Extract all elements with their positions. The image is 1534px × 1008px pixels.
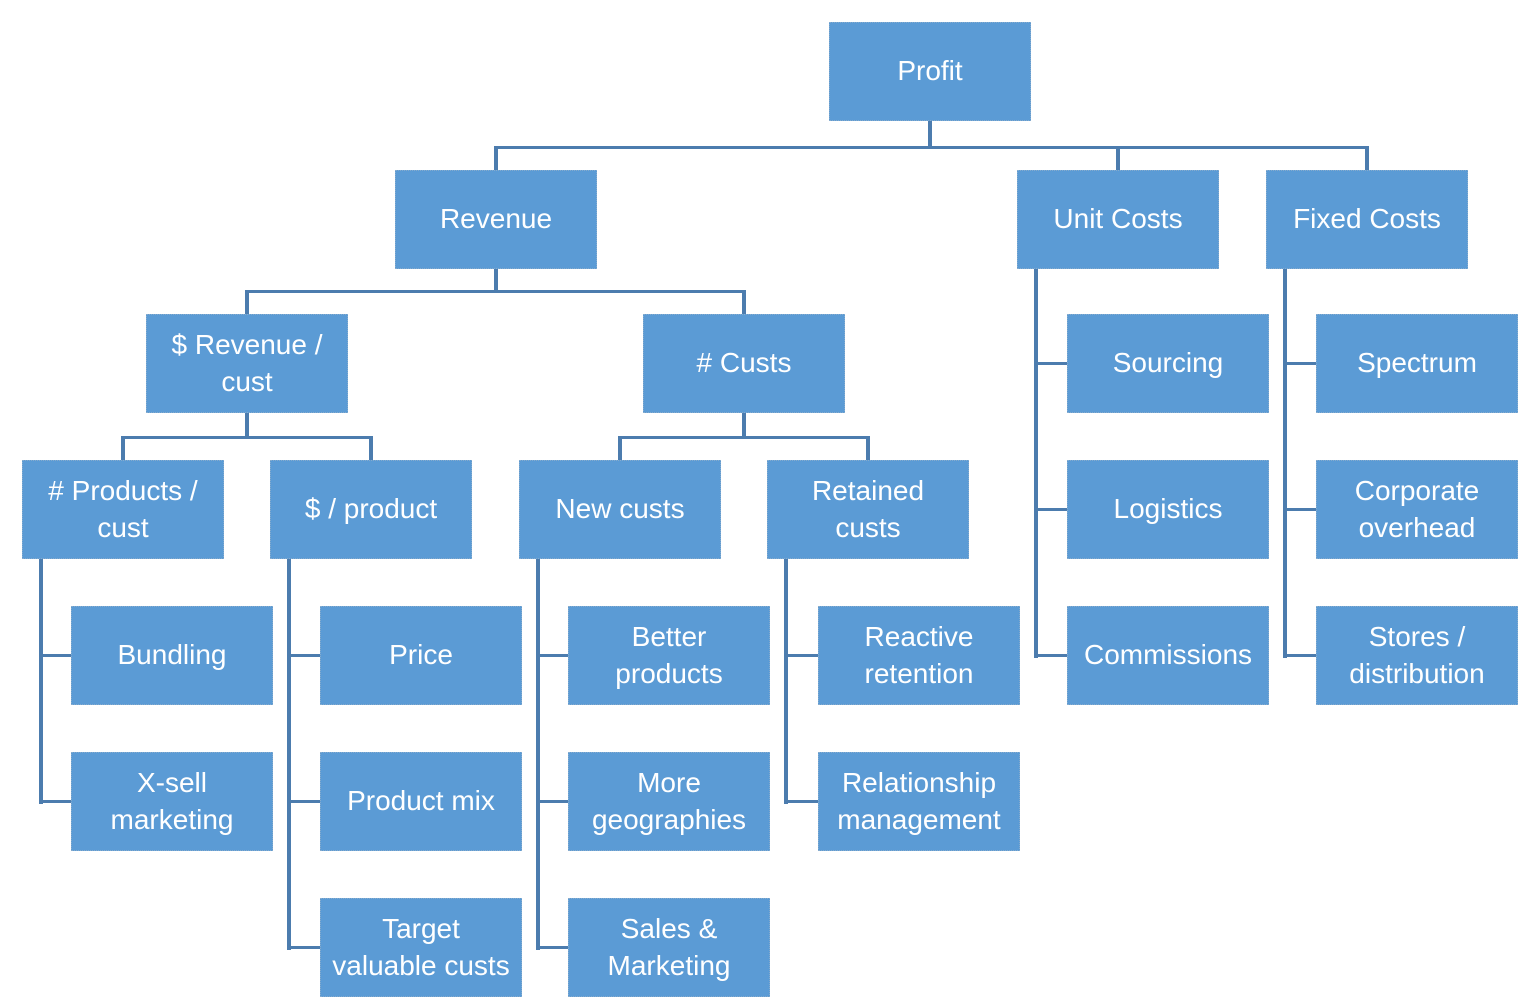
connector-new-custs-to-better-products (538, 654, 568, 657)
connector-fixed-costs-to-stores-distribution (1285, 654, 1316, 657)
node-corporate-overhead: Corporate overhead (1316, 460, 1518, 559)
node-retained-custs: Retained custs (767, 460, 969, 559)
node-more-geographies: More geographies (568, 752, 770, 851)
connector-revenue-per-cust-to-products-per-cust (121, 436, 125, 460)
connector-profit-to-fixed-costs (1365, 146, 1369, 170)
connector-retained-custs-to-relationship-management (786, 800, 818, 803)
connector-fixed-costs-to-spectrum (1285, 362, 1316, 365)
connector-dollar-per-product-to-target-valuable-custs (289, 946, 320, 949)
node-spectrum: Spectrum (1316, 314, 1518, 413)
node-fixed-costs: Fixed Costs (1266, 170, 1468, 269)
connector-num-custs-drop (742, 413, 746, 439)
node-unit-costs: Unit Costs (1017, 170, 1219, 269)
connector-revenue-per-cust-to-dollar-per-product (369, 436, 373, 460)
connector-unit-costs-to-commissions (1036, 654, 1067, 657)
node-reactive-retention: Reactive retention (818, 606, 1020, 705)
node-revenue-per-cust: $ Revenue / cust (146, 314, 348, 413)
node-num-custs: # Custs (643, 314, 845, 413)
connector-num-custs-bar (618, 436, 870, 439)
connector-profit-to-unit-costs (1116, 146, 1120, 170)
connector-new-custs-to-more-geographies (538, 800, 568, 803)
connector-new-custs-drop (536, 559, 540, 950)
node-dollar-per-product: $ / product (270, 460, 472, 559)
connector-products-per-cust-to-x-sell-marketing (41, 800, 71, 803)
node-commissions: Commissions (1067, 606, 1269, 705)
connector-products-per-cust-to-bundling (41, 654, 71, 657)
connector-revenue-per-cust-bar (121, 436, 373, 439)
node-revenue: Revenue (395, 170, 597, 269)
node-target-valuable-custs: Target valuable custs (320, 898, 522, 997)
node-bundling: Bundling (71, 606, 273, 705)
node-sales-marketing: Sales & Marketing (568, 898, 770, 997)
connector-retained-custs-to-reactive-retention (786, 654, 818, 657)
connector-profit-bar (494, 146, 1369, 149)
connector-num-custs-to-new-custs (618, 436, 622, 460)
connector-products-per-cust-drop (39, 559, 43, 804)
connector-revenue-to-revenue-per-cust (245, 290, 249, 314)
connector-num-custs-to-retained-custs (866, 436, 870, 460)
node-profit: Profit (829, 22, 1031, 121)
connector-unit-costs-to-logistics (1036, 508, 1067, 511)
connector-dollar-per-product-to-price (289, 654, 320, 657)
node-products-per-cust: # Products / cust (22, 460, 224, 559)
connector-new-custs-to-sales-marketing (538, 946, 568, 949)
node-sourcing: Sourcing (1067, 314, 1269, 413)
connector-dollar-per-product-drop (287, 559, 291, 950)
connector-dollar-per-product-to-product-mix (289, 800, 320, 803)
connector-profit-to-revenue (494, 146, 498, 170)
node-price: Price (320, 606, 522, 705)
node-relationship-management: Relationship management (818, 752, 1020, 851)
node-stores-distribution: Stores / distribution (1316, 606, 1518, 705)
node-x-sell-marketing: X-sell marketing (71, 752, 273, 851)
node-product-mix: Product mix (320, 752, 522, 851)
connector-unit-costs-to-sourcing (1036, 362, 1067, 365)
connector-fixed-costs-drop (1283, 269, 1287, 658)
connector-unit-costs-drop (1034, 269, 1038, 658)
node-logistics: Logistics (1067, 460, 1269, 559)
connector-revenue-to-num-custs (742, 290, 746, 314)
connector-revenue-per-cust-drop (245, 413, 249, 439)
connector-revenue-drop (494, 269, 498, 293)
connector-fixed-costs-to-corporate-overhead (1285, 508, 1316, 511)
connector-profit-drop (928, 121, 932, 149)
connector-revenue-bar (245, 290, 746, 293)
node-better-products: Better products (568, 606, 770, 705)
connector-retained-custs-drop (784, 559, 788, 804)
node-new-custs: New custs (519, 460, 721, 559)
